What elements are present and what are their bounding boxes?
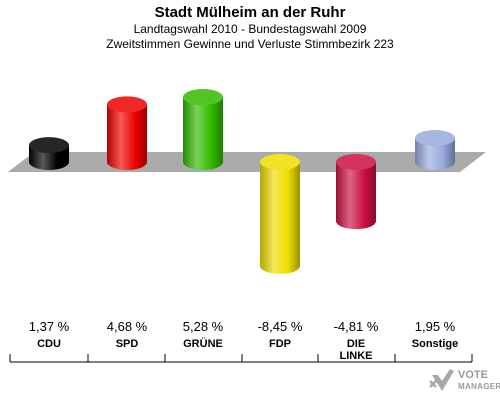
vote-manager-logo: VOTE MANAGER [428,367,500,397]
category-label-line: LINKE [339,350,373,362]
chart-title: Stadt Mülheim an der Ruhr [154,4,346,21]
category-label: GRÜNE [168,338,238,350]
chart-subtitle-1: Landtagswahl 2010 - Bundestagswahl 2009 [133,22,367,36]
value-label: 4,68 % [106,319,148,334]
category-label-line: GRÜNE [183,338,223,350]
value-label: 5,28 % [182,319,224,334]
bar-grüne [183,97,223,170]
baseline-plane [8,152,486,172]
category-label-line: DIE [346,338,366,350]
bar-cap-spd [107,96,147,113]
category-label-line: FDP [269,338,291,350]
checkmark-x-logo-icon [429,369,454,391]
category-label: Sonstige [400,338,470,350]
category-label: SPD [92,338,162,350]
bar-cap-grüne [183,89,223,106]
category-label-line: SPD [115,338,139,350]
bar-spd [107,104,147,170]
bar-die-linke [336,162,376,230]
chart-titles: Stadt Mülheim an der Ruhr Landtagswahl 2… [0,4,500,52]
value-label: 1,37 % [28,319,70,334]
category-label-line: Sonstige [411,338,459,350]
bar-fdp [260,162,300,274]
bar-sonstige [415,138,455,170]
category-label: DIE LINKE [321,338,391,362]
category-label-line: CDU [37,338,61,350]
value-label: -8,45 % [257,319,303,334]
bar-cap-fdp [260,154,300,170]
category-label: CDU [14,338,84,350]
value-label: -4,81 % [333,319,379,334]
logo-line-2: MANAGER [458,382,500,391]
bar-cap-sonstige [415,130,455,147]
chart-subtitle-2: Zweitstimmen Gewinne und Verluste Stimmb… [106,37,394,51]
bar-cap-cdu [29,137,69,154]
logo-text: VOTE MANAGER [458,369,500,393]
category-label: FDP [245,338,315,350]
bar-cap-die-linke [336,154,376,170]
category-axis [9,354,473,363]
bars-group [29,89,455,274]
value-label: 1,95 % [414,319,456,334]
logo-line-1: VOTE [458,369,488,381]
